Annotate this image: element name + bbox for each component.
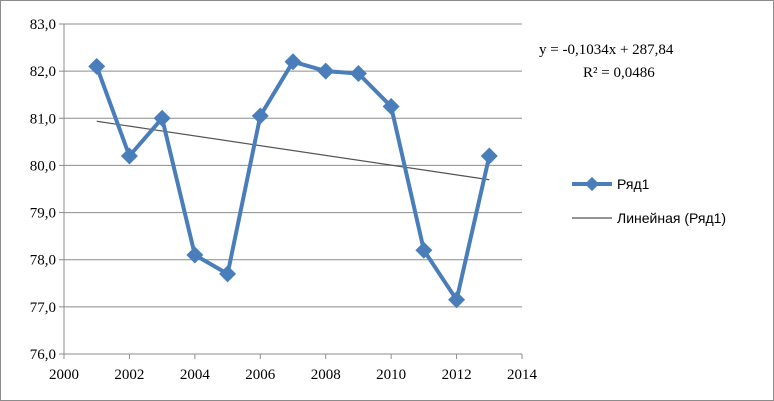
series-line-0 bbox=[94, 59, 492, 302]
data-point-2009 bbox=[349, 65, 367, 82]
y-tick-label-5: 81,0 bbox=[30, 111, 56, 127]
y-tick-label-2: 78,0 bbox=[30, 253, 56, 269]
y-tick-label-7: 83,0 bbox=[30, 17, 56, 33]
data-point-2005 bbox=[219, 265, 237, 283]
axes bbox=[59, 23, 523, 359]
gridlines bbox=[64, 23, 522, 308]
legend-series-marker bbox=[584, 176, 600, 192]
y-tick-label-3: 79,0 bbox=[30, 206, 56, 222]
x-tick-label-7: 2014 bbox=[507, 367, 538, 383]
data-point-2010 bbox=[382, 98, 400, 115]
data-point-2006 bbox=[251, 107, 269, 125]
x-tick-label-1: 2002 bbox=[114, 367, 144, 383]
data-point-2013 bbox=[480, 147, 498, 165]
data-point-2001 bbox=[88, 57, 106, 75]
x-tick-label-3: 2006 bbox=[245, 367, 276, 383]
x-tick-label-4: 2008 bbox=[311, 367, 341, 383]
legend-item-series: Ряд1 bbox=[572, 176, 650, 192]
data-point-2012 bbox=[448, 291, 466, 309]
y-tick-labels: 76,0 77,0 78,0 79,0 80,0 81,0 82,0 83,0 bbox=[30, 17, 56, 363]
legend-trend-label: Линейная (Ряд1) bbox=[617, 210, 726, 226]
trendline-group bbox=[96, 120, 490, 181]
legend: Ряд1 Линейная (Ряд1) bbox=[572, 176, 726, 226]
y-tick-label-1: 77,0 bbox=[30, 300, 56, 316]
data-point-2007 bbox=[284, 53, 302, 71]
y-tick-label-4: 80,0 bbox=[30, 158, 56, 174]
x-tick-label-0: 2000 bbox=[49, 367, 79, 383]
data-point-2002 bbox=[120, 147, 138, 165]
series-group bbox=[88, 53, 498, 309]
x-tick-label-2: 2004 bbox=[180, 367, 211, 383]
trend-equation: y = -0,1034x + 287,84 bbox=[539, 42, 674, 58]
y-tick-label-0: 76,0 bbox=[30, 347, 56, 363]
y-tick-label-6: 82,0 bbox=[30, 64, 56, 80]
x-tick-label-6: 2012 bbox=[442, 367, 472, 383]
x-tick-label-5: 2010 bbox=[376, 367, 406, 383]
trendline bbox=[96, 120, 490, 181]
trend-r2: R² = 0,0486 bbox=[583, 65, 655, 81]
x-tick-labels: 2000 2002 2004 2006 2008 2010 2012 2014 bbox=[49, 367, 538, 383]
legend-item-trendline: Линейная (Ряд1) bbox=[572, 210, 726, 226]
data-point-2004 bbox=[186, 246, 204, 264]
legend-series-label: Ряд1 bbox=[617, 176, 650, 192]
data-point-2003 bbox=[153, 109, 171, 127]
data-point-2008 bbox=[317, 62, 335, 80]
